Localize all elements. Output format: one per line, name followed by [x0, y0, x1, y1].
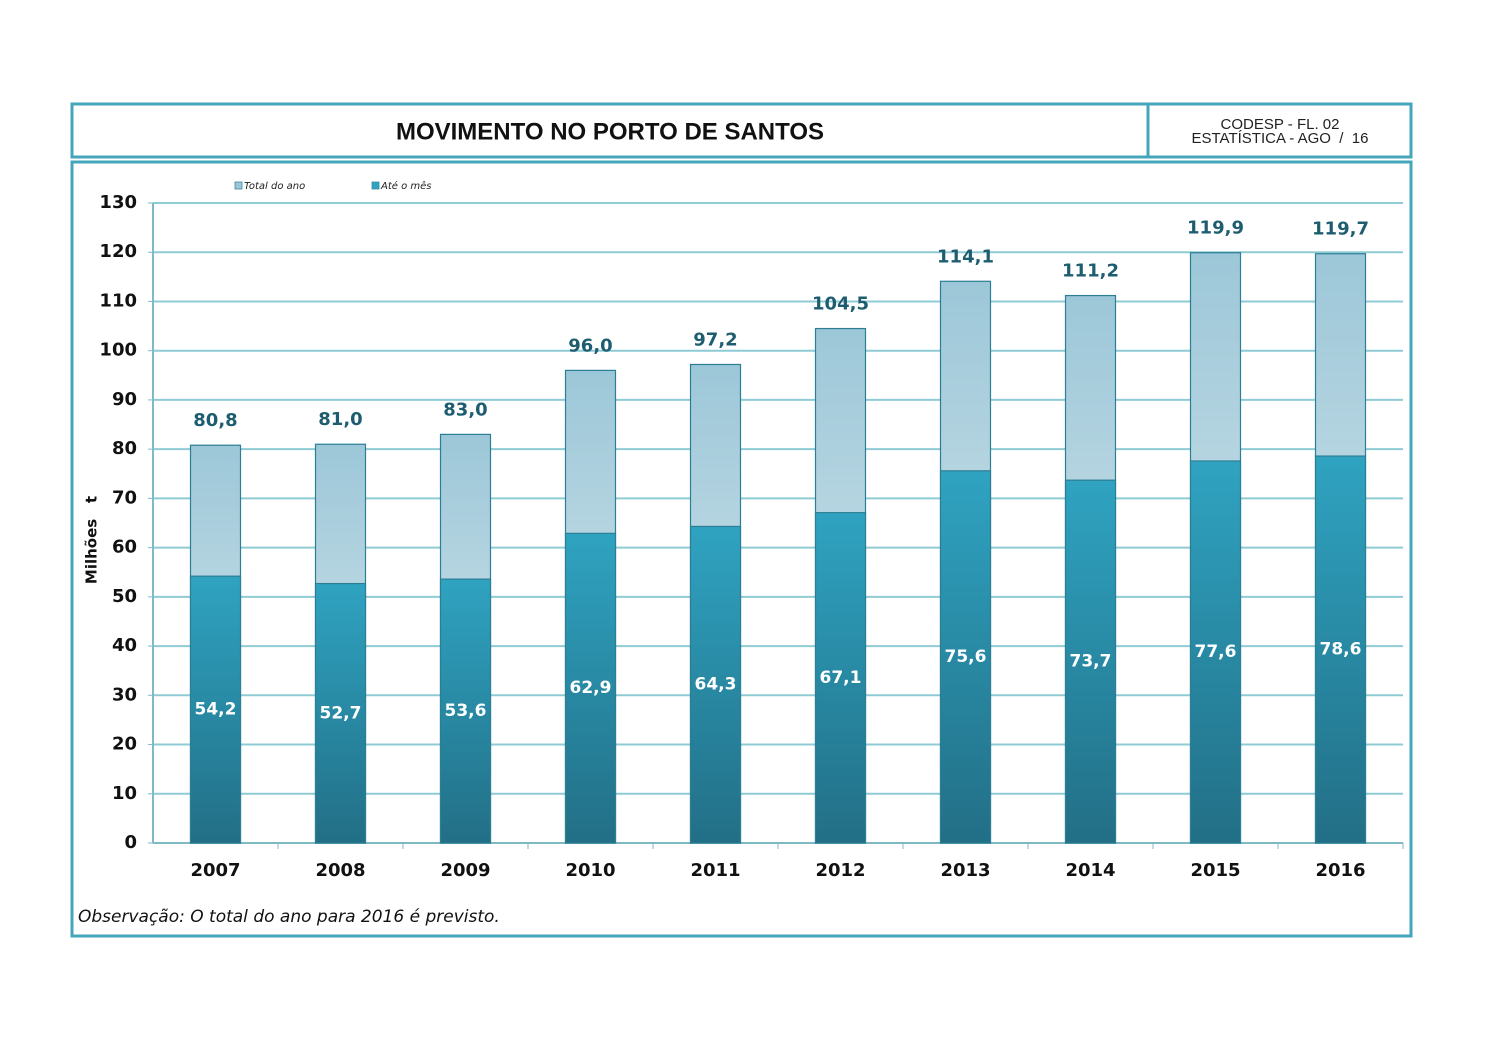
- legend-label: Até o mês: [380, 180, 432, 192]
- value-label: 64,3: [695, 675, 737, 695]
- bar: [189, 575, 242, 844]
- y-tick-label: 130: [99, 192, 137, 213]
- y-tick-label: 100: [99, 340, 137, 361]
- value-label: 67,1: [820, 668, 862, 688]
- value-label: 62,9: [570, 678, 612, 698]
- value-label: 96,0: [568, 335, 612, 356]
- value-label: 119,7: [1312, 219, 1369, 240]
- bar: [939, 470, 992, 844]
- value-label: 81,0: [318, 409, 362, 430]
- note: Observação: O total do ano para 2016 é p…: [78, 907, 500, 927]
- value-label: 119,9: [1187, 218, 1244, 239]
- bar: [439, 578, 492, 844]
- bar: [689, 525, 742, 844]
- x-tick-label: 2016: [1315, 860, 1365, 881]
- legend-label: Total do ano: [244, 181, 305, 192]
- y-tick-label: 50: [112, 586, 137, 607]
- header-period: ESTATÍSTICA - AGO / 16: [1192, 130, 1369, 147]
- title: MOVIMENTO NO PORTO DE SANTOS: [396, 118, 824, 145]
- bar: [1314, 455, 1367, 844]
- y-tick-label: 70: [112, 487, 137, 508]
- legend-swatch: [371, 181, 380, 190]
- y-tick-label: 30: [112, 684, 137, 705]
- value-label: 75,6: [945, 647, 987, 667]
- y-tick-label: 0: [124, 832, 137, 853]
- x-tick-label: 2008: [315, 860, 365, 881]
- bar: [1189, 460, 1242, 844]
- value-label: 83,0: [443, 399, 487, 420]
- y-tick-label: 10: [112, 783, 137, 804]
- x-tick-label: 2007: [190, 860, 240, 881]
- y-tick-label: 90: [112, 389, 137, 410]
- value-label: 54,2: [195, 700, 237, 720]
- bar: [1064, 479, 1117, 844]
- header-code: CODESP - FL. 02: [1221, 116, 1340, 133]
- y-tick-label: 80: [112, 438, 137, 459]
- value-label: 77,6: [1195, 642, 1237, 662]
- x-tick-label: 2015: [1190, 860, 1240, 881]
- value-label: 73,7: [1070, 652, 1112, 672]
- value-label: 97,2: [693, 329, 737, 350]
- bar: [314, 582, 367, 844]
- y-tick-label: 60: [112, 537, 137, 558]
- x-tick-label: 2009: [440, 860, 490, 881]
- y-tick-label: 110: [99, 290, 137, 311]
- header-box: [70, 102, 1413, 159]
- bar: [814, 512, 867, 844]
- value-label: 52,7: [320, 703, 362, 723]
- y-tick-label: 120: [99, 241, 137, 262]
- y-axis-label: Milhões t: [83, 496, 101, 584]
- legend-swatch: [234, 181, 243, 190]
- value-label: 78,6: [1320, 640, 1362, 660]
- bar: [564, 532, 617, 844]
- x-tick-label: 2011: [690, 860, 740, 881]
- y-tick-label: 40: [112, 635, 137, 656]
- x-tick-label: 2014: [1065, 860, 1115, 881]
- value-label: 104,5: [812, 294, 869, 315]
- x-tick-label: 2010: [565, 860, 615, 881]
- x-tick-label: 2012: [815, 860, 865, 881]
- x-tick-label: 2013: [940, 860, 990, 881]
- y-tick-label: 20: [112, 734, 137, 755]
- chart-box: [70, 160, 1413, 938]
- value-label: 80,8: [193, 410, 237, 431]
- value-label: 114,1: [937, 246, 994, 267]
- value-label: 111,2: [1062, 261, 1119, 282]
- value-label: 53,6: [445, 701, 487, 721]
